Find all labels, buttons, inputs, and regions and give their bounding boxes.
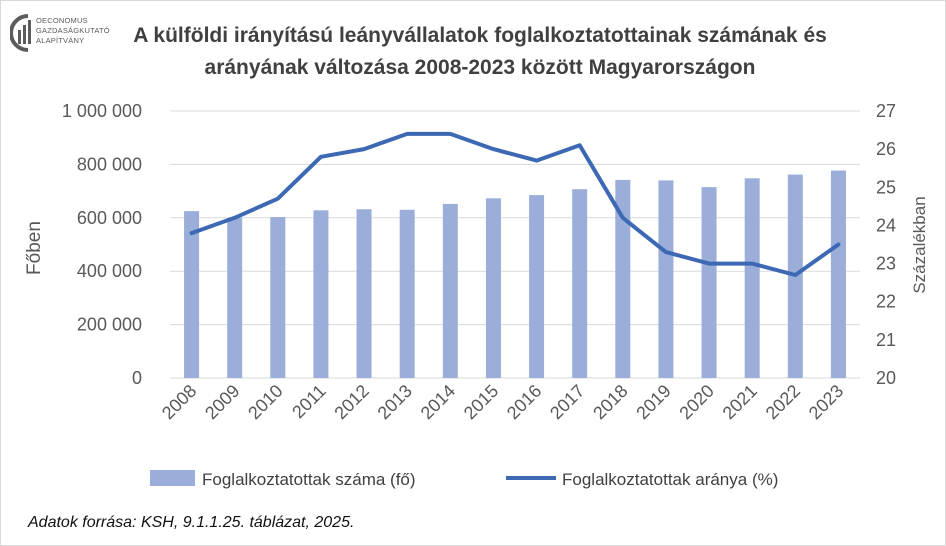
y2-tick-label: 24: [876, 215, 896, 235]
x-axis-ticks: 2008 2009 2010 2011 2012 2013 2014 2015 2016 2017…: [158, 381, 847, 423]
y2-tick-label: 20: [876, 368, 896, 388]
x-tick-label: 2022: [762, 381, 804, 423]
line-series: [189, 131, 841, 277]
bar: [830, 170, 846, 378]
y2-tick-label: 27: [876, 101, 896, 121]
x-tick-label: 2019: [632, 381, 674, 423]
x-tick-label: 2020: [675, 381, 717, 423]
bar: [615, 179, 631, 378]
bar: [572, 189, 588, 378]
y-tick-label: 0: [132, 368, 142, 388]
left-axis-ticks: 0 200 000 400 000 600 000 800 000 1 000 000: [62, 101, 142, 388]
data-source-note: Adatok forrása: KSH, 9.1.1.25. táblázat,…: [28, 514, 355, 531]
chart-title-line1: A külföldi irányítású leányvállalatok fo…: [133, 24, 827, 47]
x-tick-label: 2018: [589, 381, 631, 423]
oeconomus-logo: OECONOMUS GAZDASÁGKUTATÓ ALAPÍTVÁNY: [9, 8, 110, 64]
y-tick-label: 1 000 000: [62, 101, 142, 121]
legend-bar-label: Foglalkoztatottak száma (fő): [202, 470, 416, 489]
logo-text-line3: ALAPÍTVÁNY: [36, 36, 85, 45]
y-tick-label: 400 000: [77, 261, 142, 281]
bar: [529, 195, 545, 378]
y2-tick-label: 23: [876, 254, 896, 274]
y-tick-label: 200 000: [77, 315, 142, 335]
y-tick-label: 600 000: [77, 208, 142, 228]
y2-tick-label: 26: [876, 139, 896, 159]
bar: [356, 209, 372, 378]
right-axis-ticks: 20 21 22 23 24 25 26 27: [876, 101, 896, 388]
legend: Foglalkoztatottak száma (fő) Foglalkozta…: [150, 470, 778, 489]
bar: [313, 210, 329, 378]
x-tick-label: 2013: [374, 381, 416, 423]
bar: [399, 209, 415, 378]
bar: [442, 203, 458, 378]
x-tick-label: 2015: [460, 381, 502, 423]
left-axis-label: Főben: [24, 221, 45, 275]
x-tick-label: 2014: [417, 381, 459, 423]
x-tick-label: 2009: [201, 381, 243, 423]
legend-bar-swatch: [150, 470, 195, 486]
series-line: [189, 131, 841, 277]
x-tick-label: 2016: [503, 381, 545, 423]
bar: [744, 178, 760, 378]
chart-title-line2: arányának változása 2008-2023 között Mag…: [204, 56, 756, 79]
bar: [485, 198, 501, 378]
bar-series: [184, 170, 846, 378]
x-tick-label: 2011: [288, 381, 330, 423]
chart-title: A külföldi irányítású leányvállalatok fo…: [100, 20, 860, 84]
x-tick-label: 2010: [244, 381, 286, 423]
y2-tick-label: 22: [876, 292, 896, 312]
x-tick-label: 2023: [805, 381, 847, 423]
right-axis-label: Százalékban: [910, 196, 929, 293]
bar: [658, 180, 674, 378]
bar: [184, 211, 200, 378]
logo-mark-icon: [9, 14, 31, 52]
logo-text-line1: OECONOMUS: [36, 16, 88, 25]
y-tick-label: 800 000: [77, 154, 142, 174]
x-tick-label: 2008: [158, 381, 200, 423]
bar: [227, 217, 243, 378]
x-tick-label: 2021: [719, 381, 761, 423]
bar: [270, 216, 286, 378]
x-tick-label: 2012: [330, 381, 372, 423]
logo-text-line2: GAZDASÁGKUTATÓ: [36, 26, 110, 35]
y2-tick-label: 25: [876, 177, 896, 197]
x-tick-label: 2017: [546, 381, 588, 423]
legend-line-label: Foglalkoztatottak aránya (%): [562, 470, 778, 489]
y2-tick-label: 21: [876, 330, 896, 350]
bar: [701, 187, 717, 378]
